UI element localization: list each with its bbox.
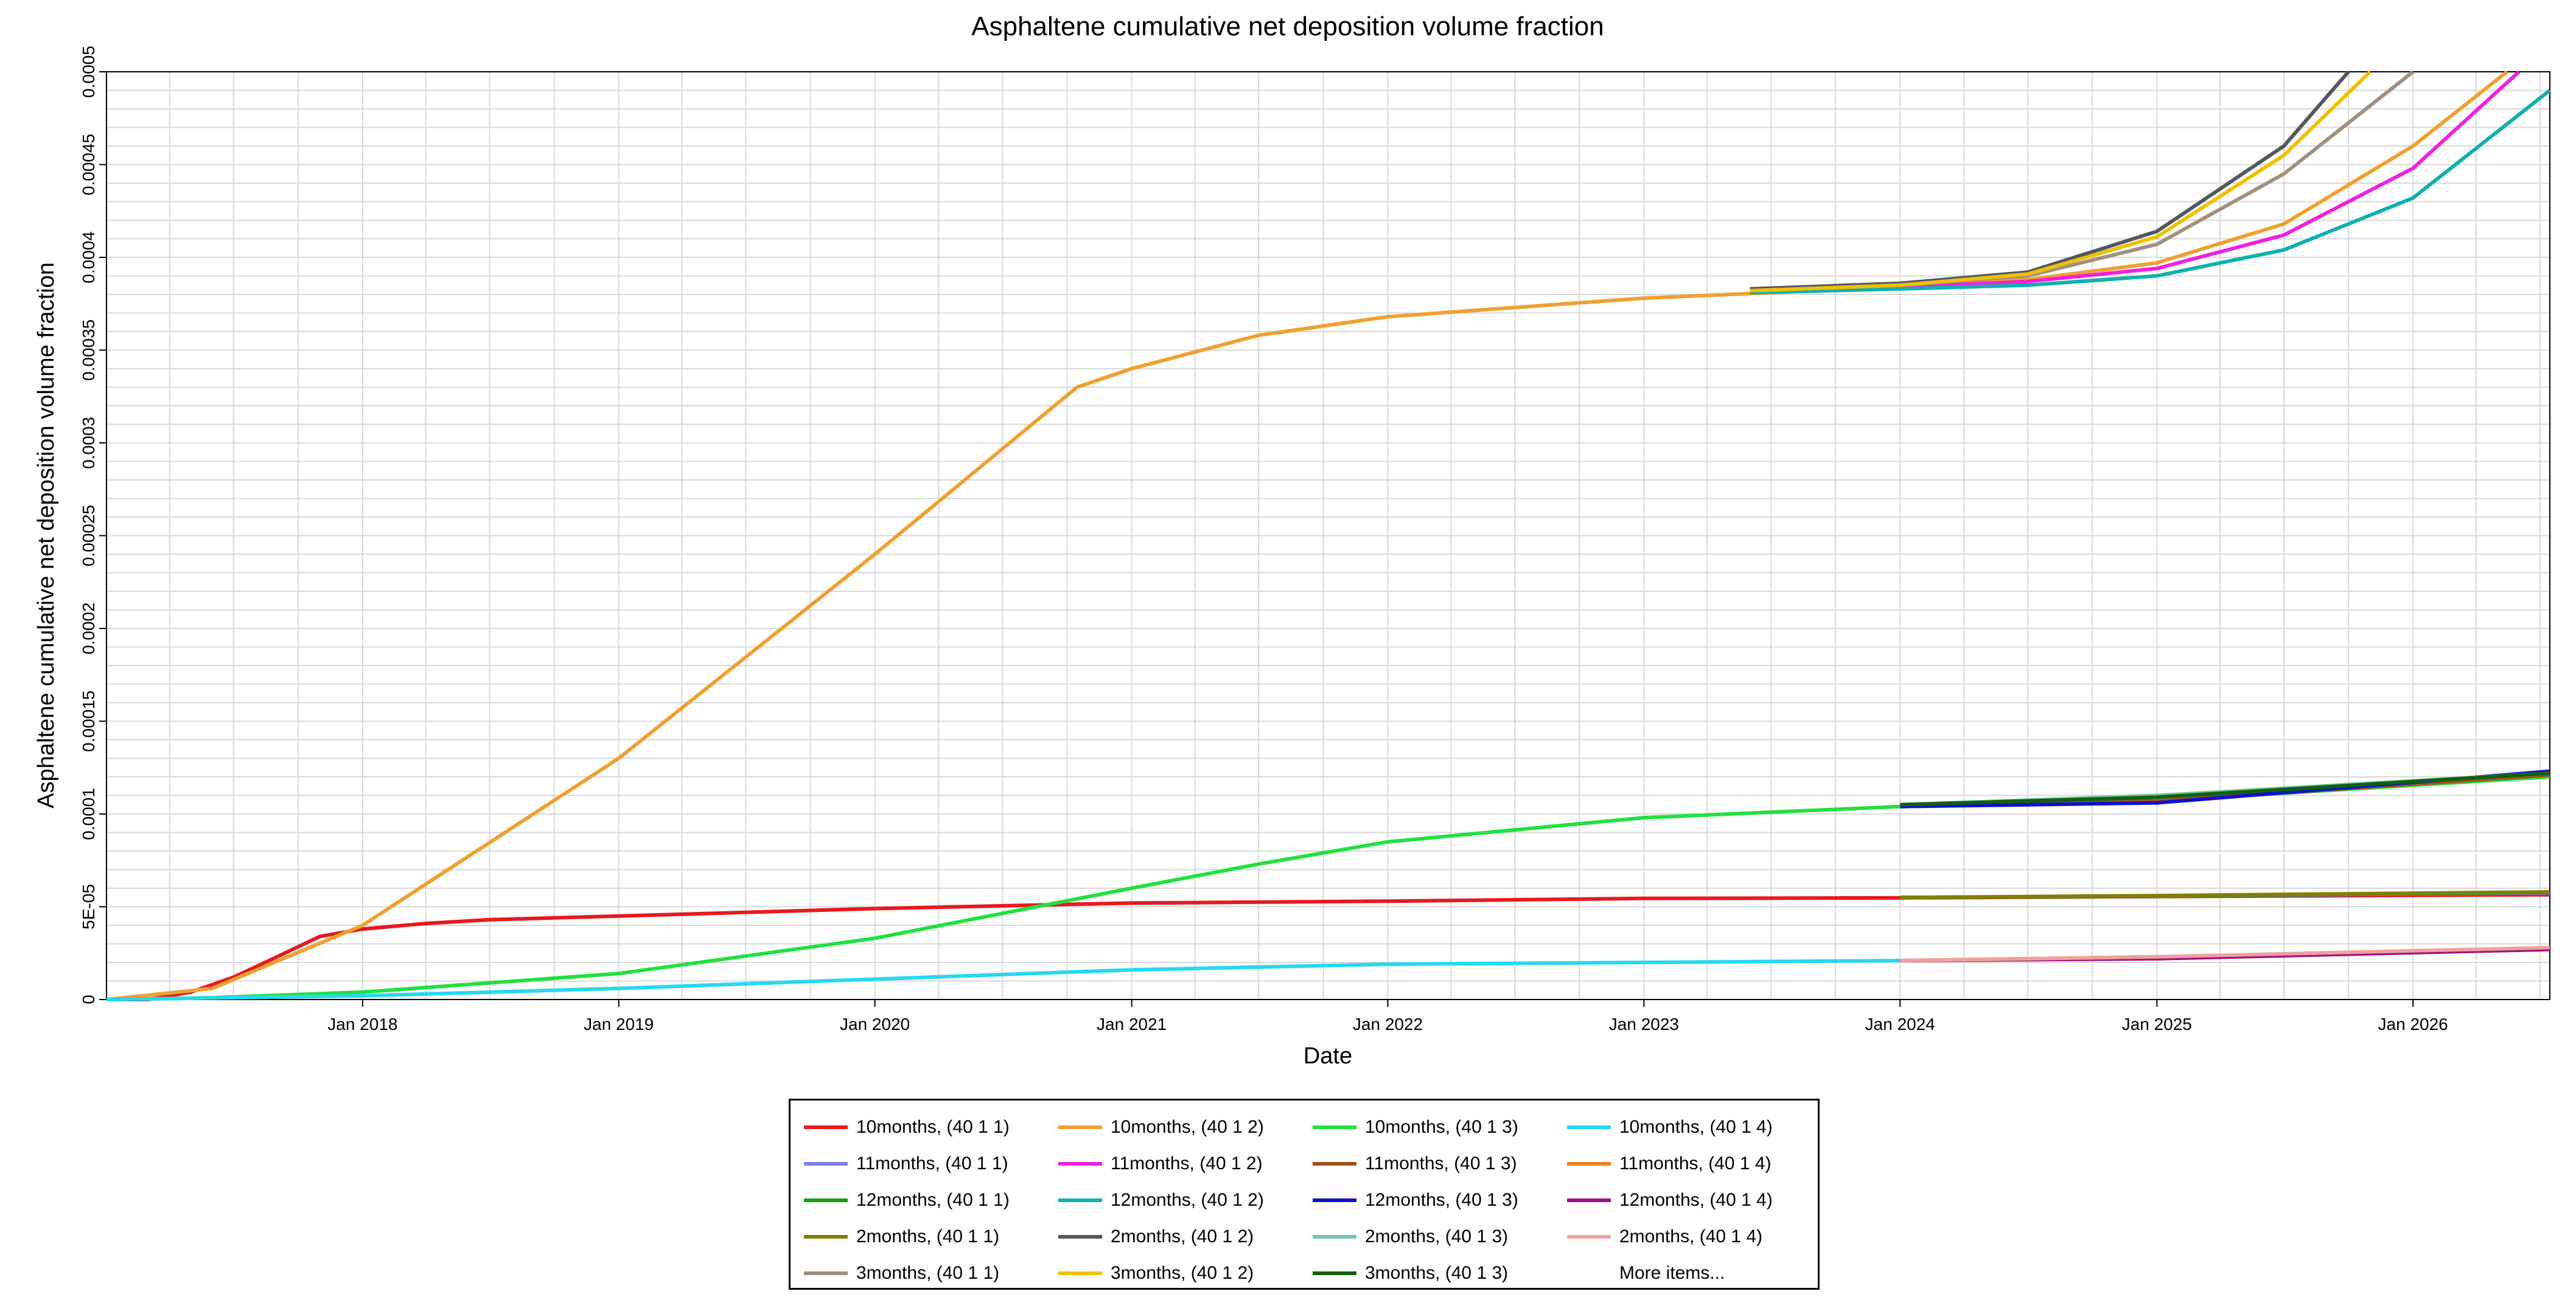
legend-item: 2months, (40 1 3) — [1313, 1219, 1508, 1255]
legend-swatch — [1313, 1162, 1356, 1166]
legend-item: 10months, (40 1 1) — [804, 1109, 1010, 1146]
legend-swatch — [1567, 1125, 1611, 1129]
legend-label: 12months, (40 1 3) — [1365, 1190, 1518, 1210]
legend-item: 11months, (40 1 4) — [1567, 1146, 1771, 1182]
legend-item: 2months, (40 1 2) — [1058, 1219, 1254, 1255]
series-line — [1750, 71, 2350, 291]
legend-item: 3months, (40 1 3) — [1313, 1255, 1508, 1292]
legend-label: 12months, (40 1 4) — [1619, 1190, 1773, 1210]
legend-swatch — [1058, 1198, 1102, 1202]
legend-label: 2months, (40 1 3) — [1365, 1226, 1509, 1247]
legend-label: 11months, (40 1 1) — [856, 1153, 1008, 1174]
legend-label: 2months, (40 1 2) — [1111, 1226, 1254, 1247]
legend-swatch — [804, 1125, 848, 1129]
series-line — [1750, 89, 2551, 294]
series-line — [1750, 70, 2521, 294]
legend-label: 2months, (40 1 4) — [1619, 1226, 1763, 1247]
legend-swatch — [1313, 1125, 1356, 1129]
x-tick-label: Jan 2022 — [1353, 1015, 1423, 1034]
series-line — [106, 70, 2508, 1001]
legend-item: 11months, (40 1 1) — [804, 1146, 1008, 1182]
x-tick-label: Jan 2025 — [2122, 1015, 2192, 1034]
y-tick-label: 0.0005 — [79, 46, 98, 98]
legend-swatch — [804, 1271, 848, 1275]
series-line — [1750, 70, 2372, 293]
series-layer — [106, 70, 2551, 1001]
x-tick-label: Jan 2018 — [327, 1015, 397, 1034]
legend-item: 2months, (40 1 1) — [804, 1219, 999, 1255]
legend-item: 3months, (40 1 1) — [804, 1255, 999, 1292]
legend-swatch — [1058, 1235, 1102, 1239]
y-tick-label: 0.00035 — [79, 319, 98, 381]
legend-item: 10months, (40 1 3) — [1313, 1109, 1518, 1146]
legend-item: 10months, (40 1 2) — [1058, 1109, 1264, 1146]
legend-item: 10months, (40 1 4) — [1567, 1109, 1773, 1146]
x-tick-label: Jan 2026 — [2378, 1015, 2448, 1034]
legend-swatch — [1313, 1271, 1356, 1275]
legend-label: 10months, (40 1 3) — [1365, 1117, 1518, 1137]
y-axis-label: Asphaltene cumulative net deposition vol… — [33, 262, 59, 809]
legend-item: 11months, (40 1 2) — [1058, 1146, 1263, 1182]
y-tick-label: 5E-05 — [79, 884, 98, 930]
legend-item: 2months, (40 1 4) — [1567, 1219, 1762, 1255]
y-tick-label: 0.0002 — [79, 602, 98, 655]
legend-label: 11months, (40 1 2) — [1111, 1153, 1263, 1174]
chart-title: Asphaltene cumulative net deposition vol… — [971, 12, 1604, 41]
y-tick-label: 0.00015 — [79, 690, 98, 752]
y-tick-label: 0.0003 — [79, 417, 98, 469]
y-tick-label: 0.00045 — [79, 134, 98, 195]
legend-swatch — [804, 1235, 848, 1239]
legend-swatch — [1058, 1271, 1102, 1275]
legend-item: 12months, (40 1 3) — [1313, 1182, 1518, 1219]
axis-layer: Jan 2018 Jan 2019 Jan 2020 Jan 2021 Jan 2022… — [79, 46, 2448, 1034]
legend-label: 3months, (40 1 2) — [1111, 1263, 1254, 1283]
legend-swatch — [1567, 1235, 1611, 1239]
legend-label: 12months, (40 1 2) — [1111, 1190, 1264, 1210]
y-tick-label: 0.0001 — [79, 788, 98, 840]
legend-swatch — [804, 1162, 848, 1166]
legend: 10months, (40 1 1) 10months, (40 1 2) 10mo… — [789, 1099, 1820, 1290]
legend-swatch — [1567, 1162, 1611, 1166]
legend-label: 10months, (40 1 4) — [1619, 1117, 1773, 1137]
legend-label: 11months, (40 1 3) — [1365, 1153, 1517, 1174]
legend-swatch — [1313, 1235, 1356, 1239]
x-axis-label: Date — [1304, 1043, 1352, 1069]
legend-item: 12months, (40 1 4) — [1567, 1182, 1773, 1219]
y-tick-label: 0.00025 — [79, 505, 98, 566]
legend-more-items-link[interactable]: More items... — [1619, 1255, 1725, 1292]
series-line — [1900, 890, 2550, 900]
legend-label: 3months, (40 1 3) — [1365, 1263, 1509, 1283]
x-tick-label: Jan 2024 — [1865, 1015, 1935, 1034]
x-tick-label: Jan 2021 — [1097, 1015, 1167, 1034]
legend-item: 12months, (40 1 2) — [1058, 1182, 1264, 1219]
legend-swatch — [1058, 1162, 1102, 1166]
legend-swatch — [1567, 1198, 1611, 1202]
series-line — [106, 892, 2550, 1001]
legend-swatch — [1058, 1125, 1102, 1129]
legend-item: 3months, (40 1 2) — [1058, 1255, 1254, 1292]
legend-label: 11months, (40 1 4) — [1619, 1153, 1771, 1174]
y-tick-label: 0 — [79, 995, 98, 1004]
grid-layer — [106, 72, 2550, 1000]
x-tick-label: Jan 2020 — [840, 1015, 910, 1034]
more-items-label: More items... — [1619, 1263, 1725, 1283]
x-tick-label: Jan 2023 — [1609, 1015, 1679, 1034]
legend-label: 10months, (40 1 2) — [1111, 1117, 1264, 1137]
legend-item: 12months, (40 1 1) — [804, 1182, 1010, 1219]
legend-label: 12months, (40 1 1) — [856, 1190, 1010, 1210]
legend-label: 2months, (40 1 1) — [856, 1226, 1000, 1247]
legend-swatch — [1313, 1198, 1356, 1202]
x-tick-label: Jan 2019 — [584, 1015, 654, 1034]
legend-label: 3months, (40 1 1) — [856, 1263, 1000, 1283]
legend-item: 11months, (40 1 3) — [1313, 1146, 1517, 1182]
legend-label: 10months, (40 1 1) — [856, 1117, 1010, 1137]
legend-swatch — [804, 1198, 848, 1202]
series-line — [1900, 945, 2550, 962]
y-tick-label: 0.0004 — [79, 231, 98, 283]
series-line — [1900, 771, 2550, 807]
